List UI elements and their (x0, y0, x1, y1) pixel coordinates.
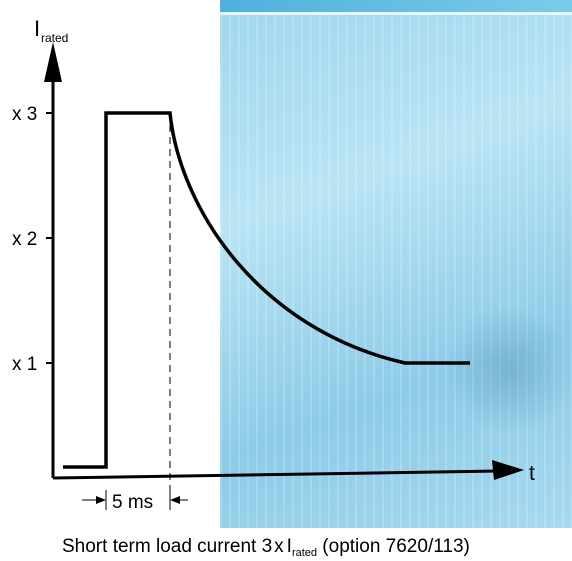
y-tick-label: x 2 (12, 229, 37, 250)
x-axis-label: t (529, 462, 535, 485)
current-chart: I rated t x 1 x 2 x 3 5 ms (12, 16, 535, 513)
caption-current: I (286, 536, 292, 557)
y-axis-arrow (44, 42, 62, 82)
x-axis-arrow (492, 460, 524, 480)
y-tick-label: x 1 (12, 354, 37, 375)
background-top-band (220, 0, 572, 12)
caption-times: x (274, 536, 284, 557)
caption-suffix: (option 7620/113) (322, 536, 470, 557)
duration-label: 5 ms (112, 492, 153, 513)
chart-caption: Short term load current 3 x Irated (option… (62, 536, 470, 559)
duration-arrow-left-head (96, 496, 106, 504)
duration-arrow-right-head (170, 496, 180, 504)
x-axis (52, 469, 499, 480)
y-axis-label-sub: rated (41, 31, 68, 45)
y-ticks: x 1 x 2 x 3 (12, 104, 53, 375)
y-tick-label: x 3 (12, 104, 37, 125)
background-streaks (220, 0, 572, 528)
y-axis-label-main: I (34, 16, 40, 41)
caption-prefix: Short term load current 3 (62, 536, 273, 557)
background-top-line (220, 12, 572, 15)
caption-rated: rated (291, 547, 318, 559)
background-shade (450, 300, 570, 440)
series-line (63, 111, 470, 469)
background-photo (220, 0, 572, 528)
